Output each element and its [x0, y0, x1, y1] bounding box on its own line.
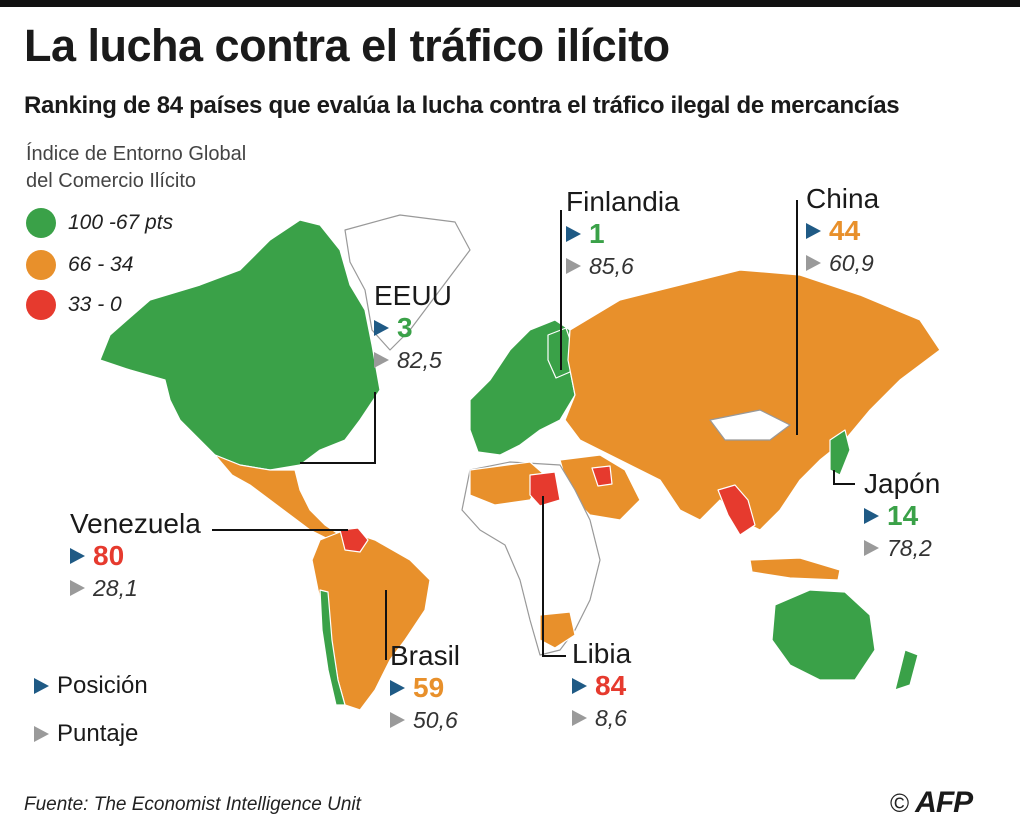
country-name-china: China: [806, 183, 880, 214]
rank-venezuela: 80: [93, 540, 125, 571]
position-marker-icon: [70, 548, 85, 564]
venezuela-leader: [212, 529, 348, 531]
callout-china: China 44 60,9: [806, 183, 879, 279]
key-position-label: Posición: [57, 672, 148, 699]
position-marker-icon: [864, 508, 879, 524]
indonesia-shape: [749, 557, 841, 581]
callout-venezuela: Venezuela 80 28,1: [70, 508, 201, 604]
rank-finlandia: 1: [589, 218, 605, 249]
position-marker-icon: [806, 223, 821, 239]
score-brasil: 50,6: [413, 706, 458, 733]
position-marker-icon: [572, 678, 587, 694]
brasil-leader: [385, 590, 387, 660]
page-subtitle: Ranking de 84 países que evalúa la lucha…: [24, 92, 900, 119]
callout-libia: Libia 84 8,6: [572, 638, 631, 734]
page-title: La lucha contra el tráfico ilícito: [24, 20, 670, 71]
score-libia: 8,6: [595, 704, 627, 731]
venezuela-shape: [339, 527, 369, 553]
score-finlandia: 85,6: [589, 252, 634, 279]
greenland-shape: [344, 214, 471, 351]
score-key-icon: [34, 726, 49, 742]
afp-logo: AFP: [915, 786, 973, 819]
country-name-finlandia: Finlandia: [566, 186, 680, 217]
score-marker-icon: [374, 352, 389, 368]
country-name-venezuela: Venezuela: [70, 508, 201, 539]
callout-japon: Japón 14 78,2: [864, 468, 940, 564]
score-marker-icon: [70, 580, 85, 596]
rank-china: 44: [829, 215, 861, 246]
callout-brasil: Brasil 59 50,6: [390, 640, 460, 736]
legend-dot-green: [26, 208, 56, 238]
libia-leader: [542, 496, 544, 656]
score-marker-icon: [864, 540, 879, 556]
eeuu-leader: [374, 392, 376, 464]
copyright-symbol: ©: [890, 787, 910, 818]
legend-label-low: 33 - 0: [68, 293, 122, 316]
north-america-shape: [99, 219, 381, 471]
mongolia-shape: [709, 409, 791, 441]
iraq-red-shape: [591, 465, 613, 487]
score-japon: 78,2: [887, 534, 932, 561]
top-rule: [0, 0, 1020, 7]
position-marker-icon: [374, 320, 389, 336]
finlandia-leader: [560, 210, 562, 370]
legend-item-mid: 66 - 34: [26, 250, 133, 280]
score-marker-icon: [572, 710, 587, 726]
south-africa-shape: [539, 611, 576, 649]
legend-label-high: 100 -67 pts: [68, 211, 174, 234]
legend-title-line1: Índice de Entorno Global: [26, 143, 247, 165]
australia-shape: [771, 589, 876, 681]
japon-leader-h: [833, 483, 855, 485]
country-name-eeuu: EEUU: [374, 280, 452, 311]
legend-dot-red: [26, 290, 56, 320]
china-leader: [796, 200, 798, 435]
rank-libia: 84: [595, 670, 627, 701]
score-marker-icon: [806, 255, 821, 271]
russia-asia-shape: [564, 269, 941, 531]
score-venezuela: 28,1: [93, 574, 138, 601]
key-position: Posición: [34, 672, 148, 700]
country-name-brasil: Brasil: [390, 640, 461, 671]
japon-leader: [833, 470, 835, 484]
key-score-label: Puntaje: [57, 720, 139, 747]
se-asia-red-shape: [717, 484, 756, 536]
score-marker-icon: [566, 258, 581, 274]
credit: © AFP: [890, 786, 973, 820]
legend-title-line2: del Comercio Ilícito: [26, 170, 197, 192]
source-note: Fuente: The Economist Intelligence Unit: [24, 794, 361, 815]
rank-japon: 14: [887, 500, 919, 531]
legend-title: Índice de Entorno Global del Comercio Il…: [26, 141, 326, 195]
callout-eeuu: EEUU 3 82,5: [374, 280, 452, 376]
north-africa-shape: [469, 461, 546, 506]
libya-shape: [529, 471, 561, 507]
key-score: Puntaje: [34, 720, 138, 748]
new-zealand-shape: [894, 649, 919, 691]
position-marker-icon: [390, 680, 405, 696]
score-china: 60,9: [829, 249, 874, 276]
score-marker-icon: [390, 712, 405, 728]
legend-item-high: 100 -67 pts: [26, 208, 173, 238]
chile-shape: [319, 589, 346, 706]
position-key-icon: [34, 678, 49, 694]
japan-shape: [829, 429, 851, 476]
callout-finlandia: Finlandia 1 85,6: [566, 186, 680, 282]
country-name-libia: Libia: [572, 638, 632, 669]
eeuu-leader-h: [300, 462, 376, 464]
libia-leader-h: [542, 655, 566, 657]
legend-dot-orange: [26, 250, 56, 280]
score-eeuu: 82,5: [397, 346, 442, 373]
position-marker-icon: [566, 226, 581, 242]
rank-eeuu: 3: [397, 312, 413, 343]
world-map: [99, 214, 941, 711]
legend-label-mid: 66 - 34: [68, 253, 134, 276]
legend-item-low: 33 - 0: [26, 290, 122, 320]
rank-brasil: 59: [413, 672, 445, 703]
country-name-japon: Japón: [864, 468, 941, 499]
